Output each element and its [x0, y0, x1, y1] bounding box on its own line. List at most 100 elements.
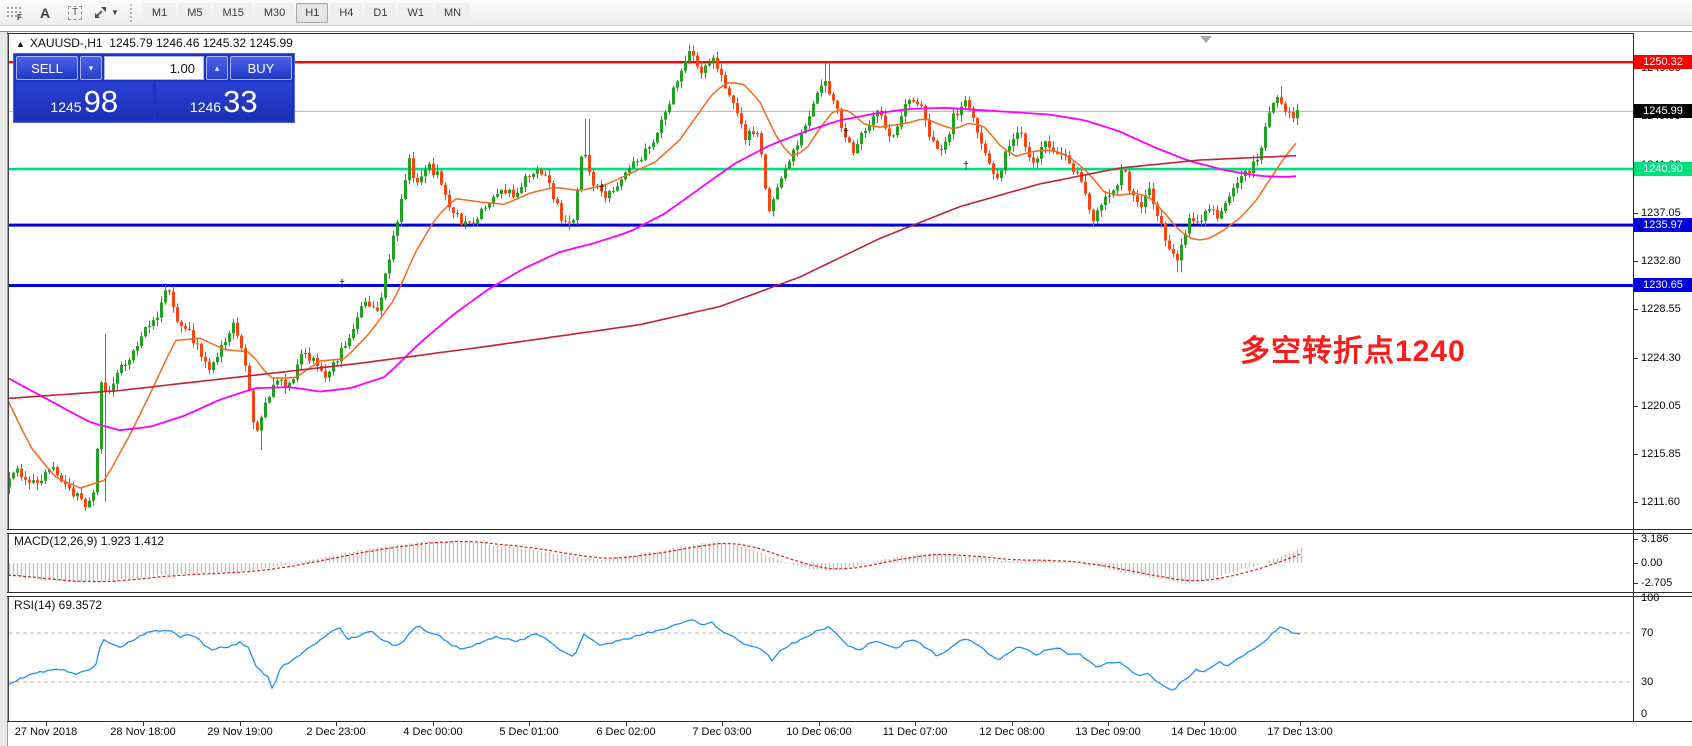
candlestick-series	[9, 44, 1299, 511]
plot-right-border	[1633, 33, 1634, 722]
price-tick-label: 1237.05	[1641, 206, 1681, 219]
price-tick-mark	[1634, 357, 1638, 359]
toolbar-separator	[129, 3, 137, 22]
rsi-tick-label: 70	[1641, 627, 1654, 639]
volume-increase-button[interactable]: ▴	[206, 56, 228, 80]
rsi-tick-label: 30	[1641, 676, 1654, 688]
chart-annotation-text: 多空转折点1240	[1240, 335, 1466, 368]
arrows-glyph	[95, 7, 106, 18]
macd-tick-mark	[1634, 539, 1638, 540]
macd-label: MACD(12,26,9) 1.923 1.412	[14, 534, 165, 548]
chart-object-marker[interactable]: †	[963, 160, 969, 172]
time-tick-label: 11 Dec 07:00	[882, 726, 948, 738]
time-tick-mark	[1108, 722, 1109, 726]
one-click-collapse-icon[interactable]: ▲	[16, 39, 25, 49]
time-tick-label: 13 Dec 09:00	[1075, 726, 1141, 738]
time-tick-label: 5 Dec 01:00	[499, 726, 559, 738]
symbol-quote: 1245.79 1246.46 1245.32 1245.99	[109, 36, 293, 50]
price-level-badge: 1235.97	[1634, 218, 1692, 233]
time-tick-label: 17 Dec 13:00	[1267, 726, 1333, 738]
time-tick-mark	[915, 722, 916, 726]
time-tick-mark	[46, 722, 47, 726]
chart-shift-marker-icon[interactable]	[1200, 36, 1212, 43]
toolbar: F A T ▼ M1 M5 M15 M30 H1 H4 D1 W1 MN	[0, 0, 1692, 26]
timeframe-button-h1[interactable]: H1	[296, 2, 329, 23]
macd-tick-mark	[1634, 563, 1638, 564]
panel-separator-rsi[interactable]	[7, 592, 1692, 597]
buy-price-big: 33	[223, 84, 258, 119]
time-tick-mark	[240, 722, 241, 726]
rsi-tick-label: 100	[1641, 592, 1660, 604]
time-tick-label: 27 Nov 2018	[14, 726, 78, 738]
time-tick-mark	[819, 722, 820, 726]
arrows-tool-icon[interactable]: ▼	[93, 2, 119, 23]
time-tick-mark	[1204, 722, 1205, 726]
sell-button[interactable]: SELL	[16, 56, 78, 80]
buy-button[interactable]: BUY	[230, 56, 292, 80]
rsi-panel-canvas[interactable]	[9, 595, 1633, 721]
timeframe-button-w1[interactable]: W1	[398, 2, 433, 23]
plot-top-border	[7, 33, 1633, 34]
text-tool-icon[interactable]: T	[63, 2, 87, 23]
price-level-badge: 1250.32	[1634, 55, 1692, 70]
buy-price-box[interactable]: 1246 33	[155, 82, 292, 120]
sell-price-box[interactable]: 1245 98	[16, 82, 153, 120]
time-tick-mark	[722, 722, 723, 726]
one-click-trading-panel: SELL ▾ 1.00 ▴ BUY 1245 98 1246 33	[13, 53, 295, 123]
sell-price-big: 98	[83, 84, 119, 119]
time-tick-mark	[626, 722, 627, 726]
time-tick-label: 2 Dec 23:00	[306, 726, 366, 738]
timeframe-button-m15[interactable]: M15	[213, 2, 253, 23]
timeframe-button-mn[interactable]: MN	[434, 2, 471, 23]
rsi-tick-label: 0	[1641, 708, 1648, 720]
time-tick-label: 7 Dec 03:00	[692, 726, 752, 738]
time-tick-mark	[143, 722, 144, 726]
main-chart-canvas[interactable]: † † † †	[9, 34, 1633, 529]
chart-object-marker[interactable]: †	[339, 278, 345, 290]
arrows-dropdown-caret[interactable]: ▼	[111, 8, 119, 17]
timeframe-button-m1[interactable]: M1	[142, 2, 177, 23]
chart-object-marker[interactable]: †	[843, 127, 849, 139]
text-label-tool-icon[interactable]: A	[39, 4, 51, 21]
macd-panel-canvas[interactable]	[9, 532, 1633, 592]
price-tick-mark	[1634, 405, 1638, 407]
timeframe-button-m5[interactable]: M5	[178, 2, 212, 23]
ma-fast-line	[9, 82, 1297, 489]
time-tick-mark	[529, 722, 530, 726]
chart-object-marker[interactable]: †	[599, 183, 605, 195]
time-tick-label: 14 Dec 10:00	[1171, 726, 1237, 738]
price-level-badge: 1240.90	[1634, 162, 1692, 177]
macd-tick-label: 0.00	[1641, 557, 1663, 569]
ma-slow-line	[9, 154, 1297, 400]
macd-tick-mark	[1634, 583, 1638, 585]
price-tick-label: 1228.55	[1641, 303, 1681, 316]
price-tick-label: 1224.30	[1641, 351, 1681, 364]
buy-price-small: 1246	[189, 99, 222, 115]
fibonacci-tool-icon[interactable]: F	[3, 2, 27, 23]
time-tick-mark	[1012, 722, 1013, 726]
timeframe-button-m30[interactable]: M30	[254, 2, 295, 23]
time-tick-mark	[336, 722, 337, 726]
time-axis-line	[7, 721, 1692, 722]
timeframe-button-h4[interactable]: H4	[330, 2, 363, 23]
panel-separator-macd[interactable]	[7, 529, 1692, 534]
fibonacci-tool-glyph: F	[7, 7, 22, 21]
time-tick-label: 6 Dec 02:00	[596, 726, 656, 738]
price-tick-mark	[1634, 212, 1638, 214]
price-tick-mark	[1634, 501, 1638, 503]
volume-input[interactable]: 1.00	[104, 56, 204, 80]
macd-signal-line	[9, 540, 1301, 583]
trade-panel-controls: SELL ▾ 1.00 ▴ BUY	[16, 56, 292, 80]
price-tick-label: 1215.85	[1641, 447, 1681, 460]
price-tick-mark	[1634, 309, 1638, 311]
macd-tick-label: 3.186	[1641, 533, 1669, 545]
price-level-badge: 1230.65	[1634, 278, 1692, 293]
price-tick-label: 1220.05	[1641, 399, 1681, 412]
timeframe-group: M1 M5 M15 M30 H1 H4 D1 W1 MN	[142, 2, 471, 23]
volume-decrease-button[interactable]: ▾	[80, 56, 102, 80]
symbol-name: XAUUSD-,H1	[29, 36, 103, 50]
chart-legend: ▲ XAUUSD-,H1 1245.79 1246.46 1245.32 1245…	[16, 36, 293, 50]
time-tick-label: 4 Dec 00:00	[403, 726, 463, 738]
timeframe-button-d1[interactable]: D1	[364, 2, 397, 23]
